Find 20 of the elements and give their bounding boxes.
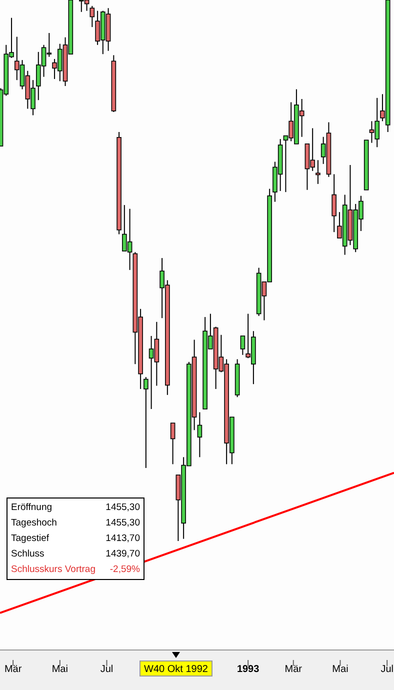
x-tick-label: Jul	[100, 664, 114, 675]
text: Schluss 1439,70	[11, 548, 140, 560]
candlestick	[332, 174, 336, 233]
candlestick	[197, 412, 202, 458]
candlestick	[90, 5, 95, 28]
x-tick-label: Mär	[4, 664, 22, 675]
text: Eröffnung 1455,30	[11, 502, 140, 513]
x-tick-label: 1993	[236, 664, 260, 675]
text: W40 Okt 1992	[144, 664, 208, 675]
candlestick	[144, 376, 148, 468]
candlestick	[240, 335, 246, 356]
candlestick	[170, 422, 176, 465]
x-tick-label: Jul	[380, 664, 394, 675]
text: Tageshoch 1455,30	[11, 518, 140, 528]
x-tick-label: Mär	[284, 664, 303, 675]
x-tick-label: Mai	[52, 664, 68, 675]
text: Schlusskurs Vortrag -2,59%	[11, 564, 140, 575]
x-tick-label: Mai	[332, 664, 348, 675]
text: Tagestief 1413,70	[11, 533, 140, 544]
candlestick	[316, 160, 320, 184]
